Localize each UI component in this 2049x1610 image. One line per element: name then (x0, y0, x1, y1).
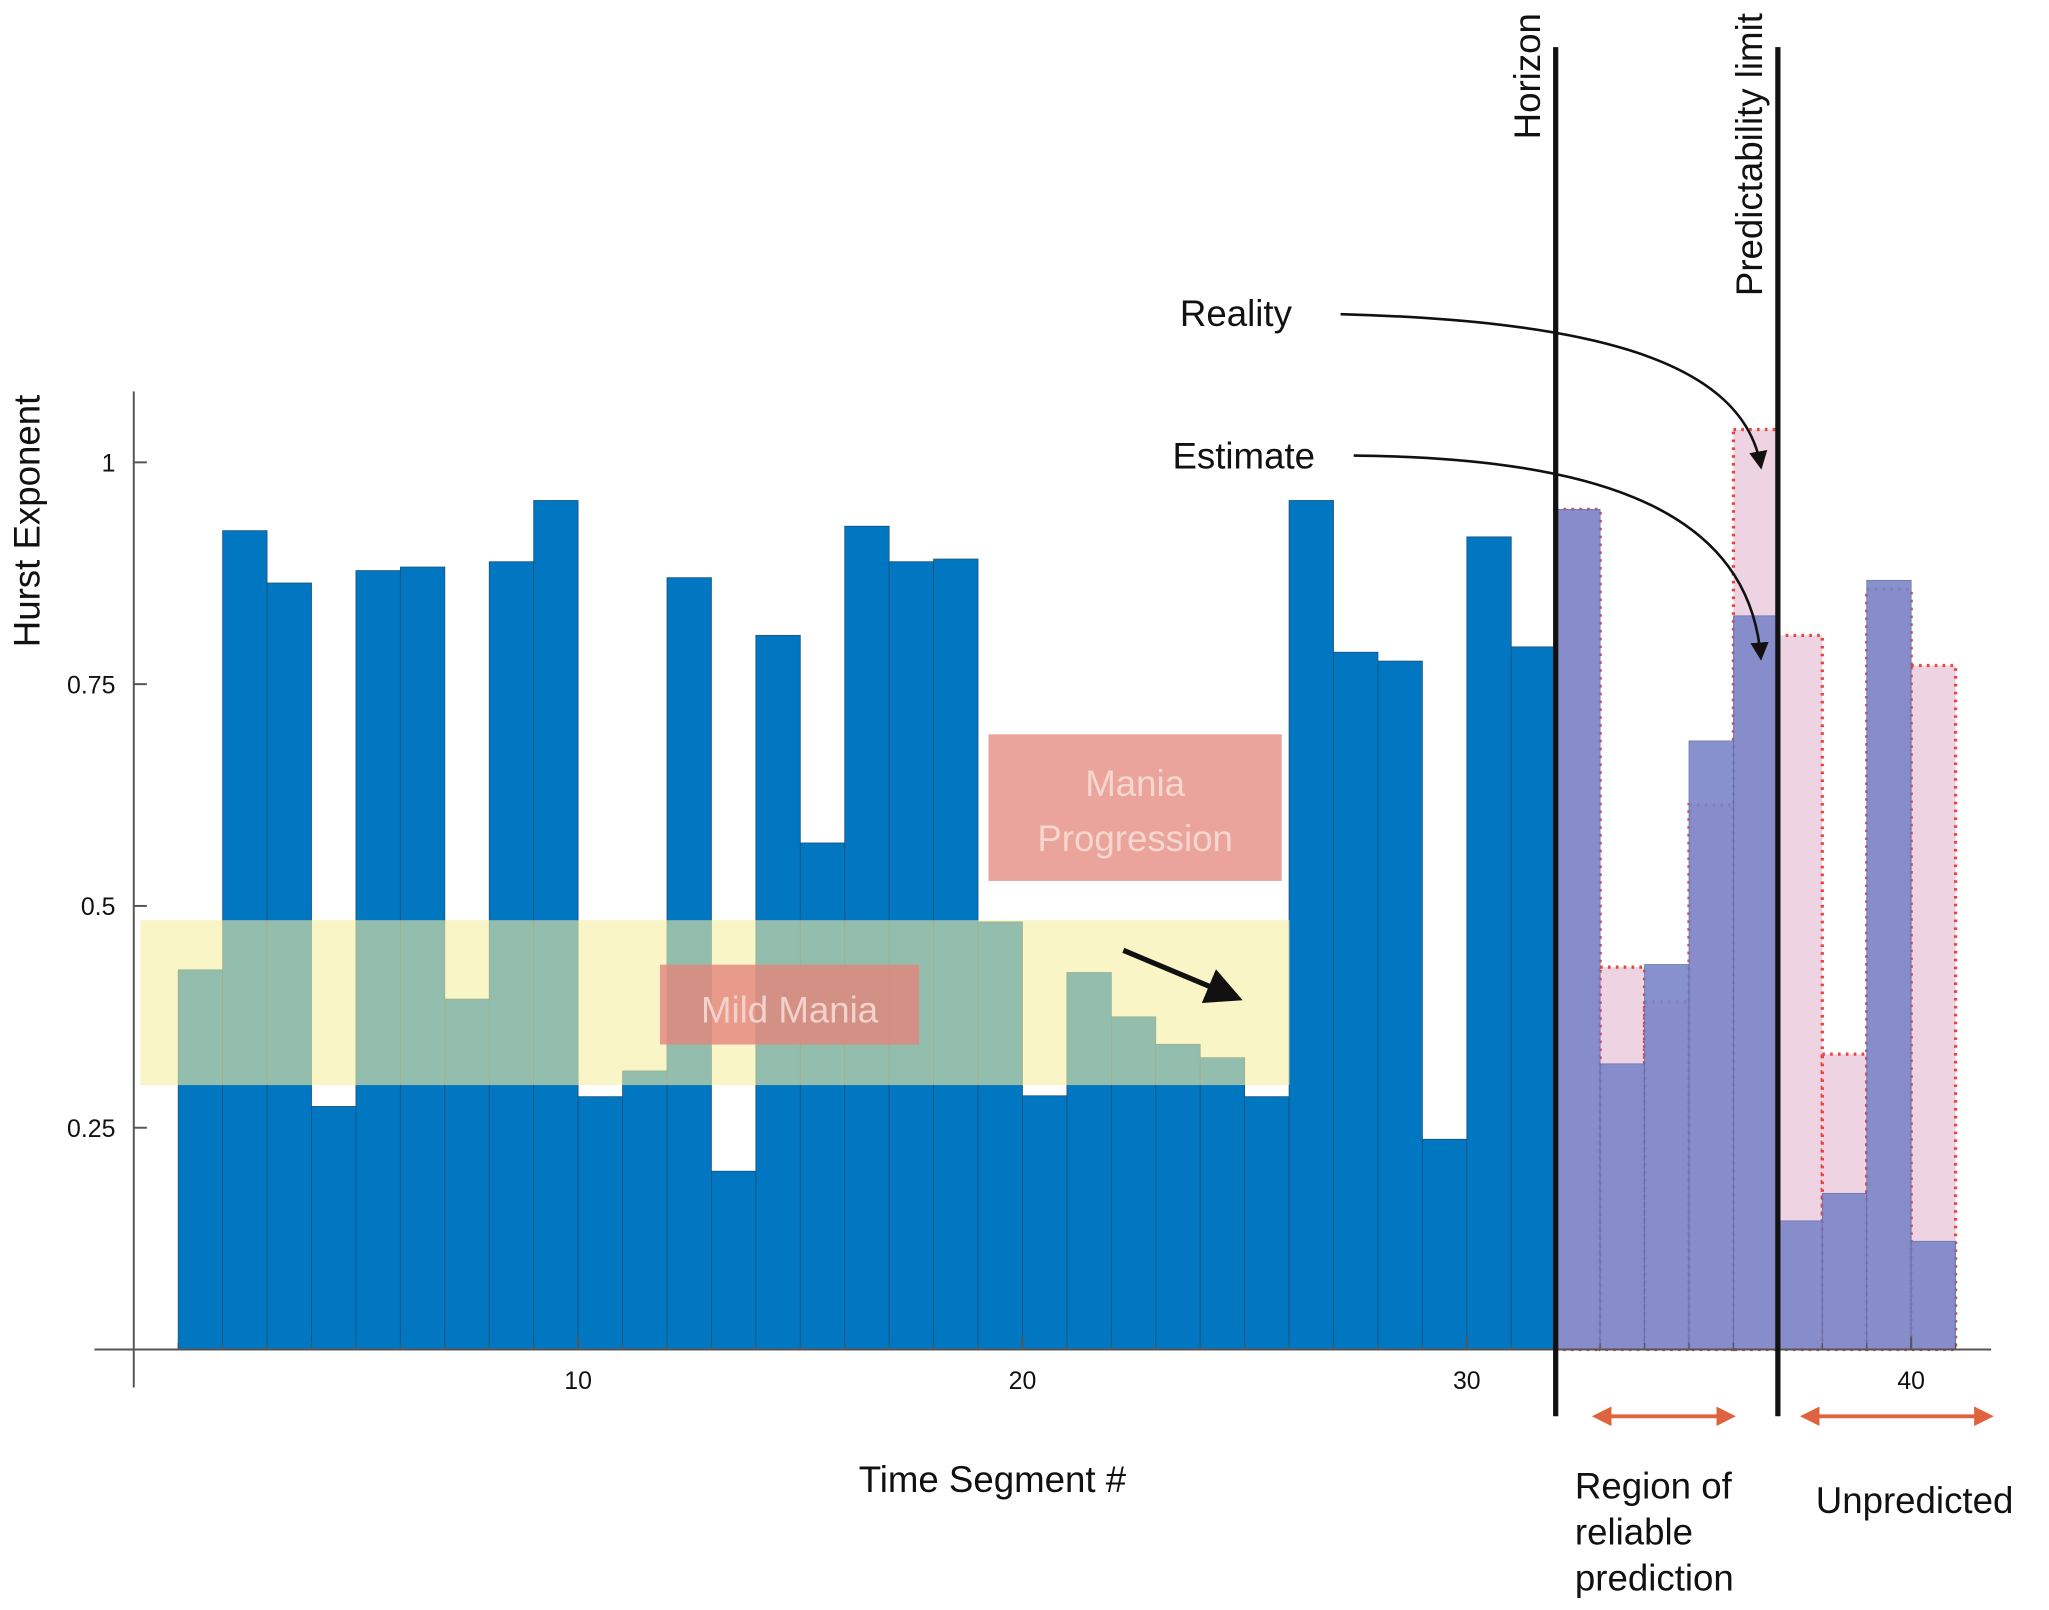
bar (1510, 646, 1557, 1350)
reality-label: Reality (1180, 293, 1293, 334)
y-axis-label: Hurst Exponent (7, 395, 48, 648)
progression-arrow (1122, 947, 1243, 1003)
bar (622, 1070, 668, 1350)
mild-mania-label: Mild Mania (701, 989, 879, 1030)
bar (799, 842, 846, 1350)
reality-bar (1909, 663, 1958, 1352)
bar (711, 1170, 757, 1350)
x-tick-label: 20 (1009, 1367, 1037, 1395)
bars (177, 427, 1958, 1352)
bar (1466, 536, 1512, 1350)
estimate-bar (1821, 1192, 1868, 1350)
estimate-bar (1866, 579, 1912, 1350)
vline-label: Predictability limit (1729, 13, 1770, 296)
bar (1377, 660, 1423, 1350)
y-tick-label: 0.75 (67, 671, 115, 699)
mania-progression-label: Progression (1037, 818, 1233, 859)
x-axis-label: Time Segment # (859, 1459, 1127, 1500)
bar (577, 1096, 623, 1350)
reliable-label: prediction (1575, 1557, 1734, 1598)
y-tick-label: 0.5 (81, 893, 116, 921)
bar (1421, 1138, 1468, 1350)
estimate-bar (1777, 1220, 1823, 1350)
bar (1199, 1057, 1246, 1350)
bar (1288, 500, 1334, 1350)
bar (1155, 1043, 1201, 1350)
estimate-bar (1733, 615, 1779, 1350)
mania-progression-label: Mania (1085, 763, 1185, 804)
y-tick-label: 1 (102, 450, 116, 478)
bar (1333, 651, 1379, 1350)
bar (1244, 1096, 1290, 1350)
vline-label: Horizon (1507, 13, 1548, 139)
unpredicted-label: Unpredicted (1816, 1480, 2014, 1521)
axes: 10 20 30 40 0.25 0.5 0.75 1 Horizon Predictabilit… (67, 13, 1992, 1417)
estimate-arrow (1353, 454, 1769, 661)
estimate-label: Estimate (1172, 436, 1315, 477)
reality-arrow (1340, 312, 1768, 470)
estimate-bar (1555, 508, 1601, 1350)
estimate-bar (1910, 1240, 1956, 1350)
mania-progression-box (988, 734, 1282, 881)
x-tick-label: 10 (564, 1367, 592, 1395)
reliable-label: Region of (1575, 1466, 1733, 1507)
mild-mania-box (659, 964, 920, 1045)
estimate-bar (1644, 964, 1690, 1350)
x-tick-label: 30 (1453, 1367, 1481, 1395)
y-tick-label: 0.25 (67, 1115, 115, 1143)
reliable-label: reliable (1575, 1512, 1693, 1553)
x-tick-label: 40 (1897, 1367, 1925, 1395)
bar (311, 1106, 357, 1350)
estimate-bar (1599, 1063, 1645, 1350)
bar (1022, 1095, 1068, 1350)
estimate-bar (1688, 740, 1734, 1350)
